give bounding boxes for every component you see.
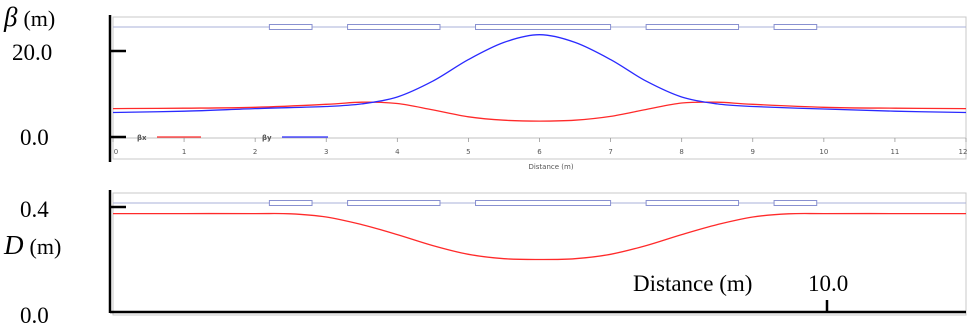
beta-x-tick-label-10: 10: [819, 148, 828, 156]
beta-x-tick-label-5: 5: [466, 148, 470, 156]
dispersion-plot-frame: [112, 192, 967, 316]
beta-x-tick-label-4: 4: [395, 148, 400, 156]
beta-lattice-elements: [268, 24, 818, 30]
dispersion-y-tick-label-04: 0.4: [20, 197, 49, 222]
beta-lattice-element-4: [645, 24, 740, 30]
dispersion-y-tick-label-0: 0.0: [20, 303, 49, 325]
beta-y-label: β (m): [3, 2, 55, 32]
beta-x-ticks: 0 1 2 3 4 5 6 7 8 9 10 11 12: [112, 138, 968, 156]
dispersion-lattice-element-4: [645, 200, 740, 206]
beta-lattice-element-3: [475, 24, 612, 30]
beta-y-tick-label-20: 20.0: [12, 40, 52, 65]
dispersion-lattice-element-2: [347, 200, 441, 206]
dispersion-lattice-element-1: [268, 200, 313, 206]
beta-x-tick-label-3: 3: [324, 148, 328, 156]
beta-x-axis-label: Distance (m): [528, 163, 573, 171]
beta-x-tick-label-9: 9: [751, 148, 755, 156]
beta-x-tick-label-8: 8: [679, 148, 683, 156]
beta-x-tick-label-6: 6: [537, 148, 542, 156]
dispersion-x-tick-label-10: 10.0: [808, 271, 848, 296]
dispersion-lattice-element-3: [475, 200, 612, 206]
beta-x-tick-label-7: 7: [608, 148, 612, 156]
beta-lattice-element-1: [268, 24, 313, 30]
beta-y-series-line: [112, 34, 967, 114]
beta-x-tick-label-0: 0: [114, 148, 118, 156]
beta-x-tick-label-1: 1: [182, 148, 186, 156]
dispersion-panel: 0.4 D (m) 0.0 Distance (m) 10.0: [3, 190, 967, 325]
dispersion-series-line: [113, 212, 966, 261]
beta-panel: 0 1 2 3 4 5 6 7 8 9 10 11 12 β (m) 20.0 0.0 βx βy Dis…: [3, 2, 967, 171]
beta-legend: βx βy: [137, 134, 328, 142]
beta-lattice-element-2: [347, 24, 441, 30]
beta-y-tick-label-0: 0.0: [20, 125, 49, 150]
beta-plot-frame: [112, 16, 967, 160]
dispersion-lattice-element-5: [773, 200, 818, 206]
beta-x-tick-label-12: 12: [959, 148, 968, 156]
beta-x-series-line: [112, 101, 967, 122]
dispersion-lattice-elements: [268, 200, 818, 206]
legend-label-beta-y: βy: [262, 134, 272, 142]
beta-x-tick-label-11: 11: [890, 148, 899, 156]
legend-label-beta-x: βx: [137, 134, 147, 142]
beta-lattice-element-5: [773, 24, 818, 30]
dispersion-x-axis-label: Distance (m): [633, 271, 752, 296]
dispersion-y-label: D (m): [3, 230, 61, 260]
beta-x-tick-label-2: 2: [253, 148, 257, 156]
